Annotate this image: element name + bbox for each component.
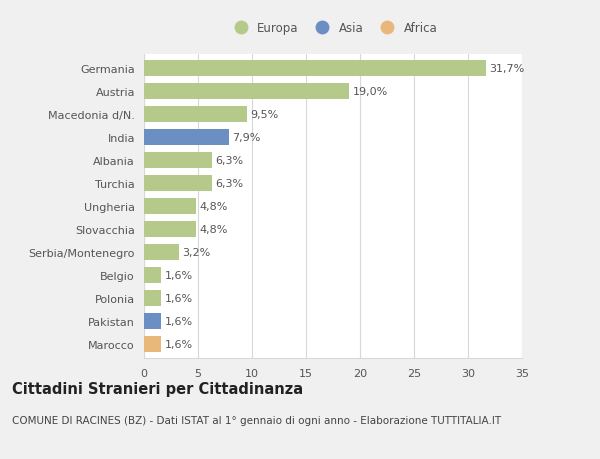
Bar bbox=[144, 336, 161, 353]
Bar bbox=[144, 107, 247, 123]
Text: 9,5%: 9,5% bbox=[250, 110, 278, 120]
Bar bbox=[144, 222, 196, 238]
Legend: Europa, Asia, Africa: Europa, Asia, Africa bbox=[229, 22, 437, 34]
Bar bbox=[144, 84, 349, 100]
Bar bbox=[144, 153, 212, 169]
Bar bbox=[144, 267, 161, 283]
Text: 1,6%: 1,6% bbox=[164, 293, 193, 303]
Text: 1,6%: 1,6% bbox=[164, 270, 193, 280]
Text: 1,6%: 1,6% bbox=[164, 316, 193, 326]
Bar bbox=[144, 61, 487, 77]
Bar bbox=[144, 198, 196, 215]
Text: 7,9%: 7,9% bbox=[233, 133, 261, 143]
Text: 4,8%: 4,8% bbox=[199, 202, 227, 212]
Text: 19,0%: 19,0% bbox=[352, 87, 388, 97]
Text: 4,8%: 4,8% bbox=[199, 224, 227, 235]
Text: 6,3%: 6,3% bbox=[215, 156, 244, 166]
Text: 1,6%: 1,6% bbox=[164, 339, 193, 349]
Bar bbox=[144, 130, 229, 146]
Text: 6,3%: 6,3% bbox=[215, 179, 244, 189]
Text: Cittadini Stranieri per Cittadinanza: Cittadini Stranieri per Cittadinanza bbox=[12, 381, 303, 396]
Bar bbox=[144, 244, 179, 261]
Text: 3,2%: 3,2% bbox=[182, 247, 210, 257]
Bar bbox=[144, 175, 212, 192]
Bar bbox=[144, 291, 161, 307]
Bar bbox=[144, 313, 161, 330]
Text: 31,7%: 31,7% bbox=[490, 64, 525, 74]
Text: COMUNE DI RACINES (BZ) - Dati ISTAT al 1° gennaio di ogni anno - Elaborazione TU: COMUNE DI RACINES (BZ) - Dati ISTAT al 1… bbox=[12, 415, 501, 425]
